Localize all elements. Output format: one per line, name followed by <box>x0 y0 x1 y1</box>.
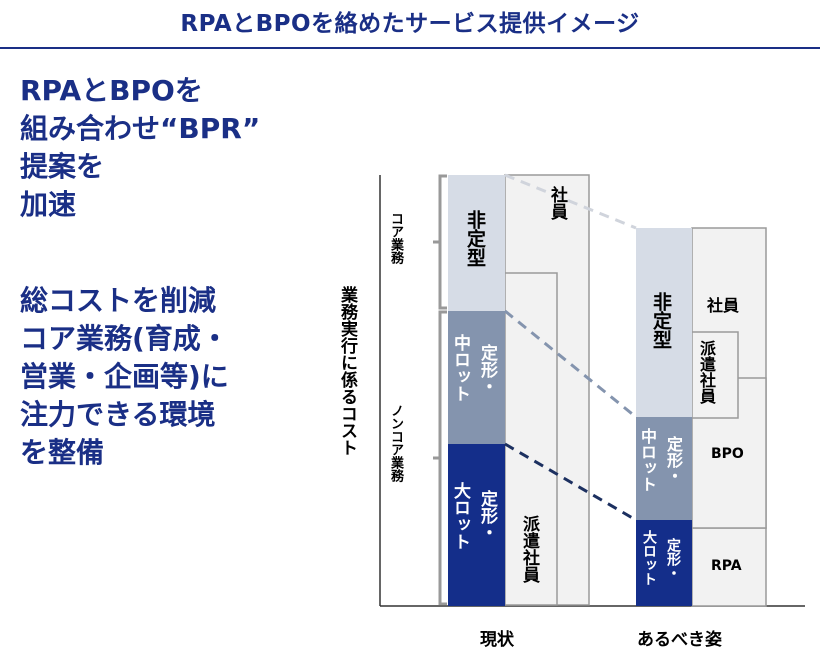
bracket-core <box>433 174 447 310</box>
message-line: コア業務(育成・ <box>20 322 229 355</box>
ideal-employee-label: 社員 <box>707 296 740 315</box>
current-mid-lot-label: 中ロット <box>450 334 470 402</box>
ideal-rpa-label: RPA <box>711 558 742 574</box>
current-dispatch-box <box>504 272 558 606</box>
message-line: 加速 <box>20 188 77 221</box>
message-line: 総コストを削減 <box>20 284 217 317</box>
current-dispatch-label: 派遣社員 <box>519 515 539 583</box>
ideal-non-routine-label: 非定型 <box>650 292 672 349</box>
message-line: 組み合わせ“BPR” <box>20 112 261 145</box>
message-line: 営業・企画等)に <box>20 360 229 393</box>
bracket-core-label: コア業務 <box>388 212 403 264</box>
current-large-routine-label: 定形・ <box>477 490 497 541</box>
current-employee-label: 社員 <box>547 186 567 220</box>
current-mid-routine-label: 定形・ <box>477 344 497 395</box>
current-large-lot-segment <box>448 444 505 606</box>
ideal-non-routine-segment <box>636 228 692 417</box>
bracket-noncore-label: ノンコア業務 <box>388 404 403 482</box>
ideal-mid-routine-label: 定形・ <box>664 436 683 484</box>
ideal-large-lot-segment <box>636 520 692 606</box>
message-block-1: RPAとBPOを 組み合わせ“BPR” 提案を 加速 <box>20 72 260 224</box>
y-axis-label: 業務実行に係るコスト <box>337 286 357 456</box>
ideal-large-routine-label: 定形・ <box>665 538 681 580</box>
ideal-bpo-label: BPO <box>711 446 744 462</box>
bracket-noncore <box>433 310 447 606</box>
current-category-label: 現状 <box>480 630 514 650</box>
ideal-dispatch-label: 派遣社員 <box>697 340 716 404</box>
title-divider <box>0 47 820 49</box>
current-mid-lot-segment <box>448 311 505 444</box>
message-line: RPAとBPOを <box>20 74 203 107</box>
current-non-routine-label: 非定型 <box>464 210 486 267</box>
ideal-mid-lot-label: 中ロット <box>638 428 657 492</box>
ideal-mid-lot-segment <box>636 417 692 520</box>
ideal-category-label: あるべき姿 <box>637 630 722 650</box>
message-line: を整備 <box>20 436 105 469</box>
connector-non-routine <box>504 173 637 230</box>
current-non-routine-segment <box>448 175 505 311</box>
message-line: 注力できる環境 <box>20 398 216 431</box>
current-large-lot-label: 大ロット <box>450 482 470 550</box>
ideal-large-lot-label: 大ロット <box>641 530 657 586</box>
connector-mid-lot <box>504 309 637 419</box>
connector-large-lot <box>504 442 637 522</box>
message-block-2: 総コストを削減 コア業務(育成・ 営業・企画等)に 注力できる環境 を整備 <box>20 282 229 472</box>
message-line: 提案を <box>20 150 105 183</box>
page-title: RPAとBPOを絡めたサービス提供イメージ <box>180 11 640 37</box>
